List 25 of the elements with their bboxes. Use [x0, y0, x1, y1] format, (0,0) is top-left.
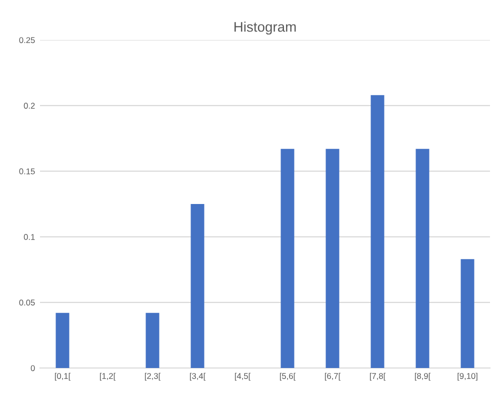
x-tick-label: [0,1[: [54, 372, 71, 381]
x-tick-label: [1,2[: [100, 372, 116, 381]
x-tick-label: [6,7[: [324, 372, 341, 381]
x-tick-label: [3,4[: [190, 372, 206, 381]
bar: [56, 312, 70, 368]
bar: [326, 148, 340, 368]
bar: [190, 204, 204, 368]
y-tick-label: 0.2: [24, 102, 35, 109]
x-tick-label: [9,10]: [458, 372, 478, 381]
y-tick-label: 0.05: [19, 300, 35, 306]
y-tick-label: 0.1: [24, 234, 35, 240]
y-tick-label: 0.15: [19, 168, 35, 174]
bar: [370, 95, 384, 368]
x-tick-label: [5,6[: [280, 372, 296, 381]
x-tick-label: [7,8[: [370, 372, 386, 381]
chart-title: Histogram: [234, 22, 296, 35]
bar: [416, 148, 430, 368]
bar: [280, 148, 294, 368]
bar: [146, 312, 160, 368]
bar: [460, 259, 474, 368]
x-tick-label: [8,9[: [414, 372, 431, 381]
x-tick-label: [2,3[: [144, 372, 161, 381]
x-tick-label: [4,5[: [234, 372, 251, 381]
y-tick-label: 0.25: [19, 37, 35, 44]
y-tick-label: 0: [30, 365, 35, 372]
